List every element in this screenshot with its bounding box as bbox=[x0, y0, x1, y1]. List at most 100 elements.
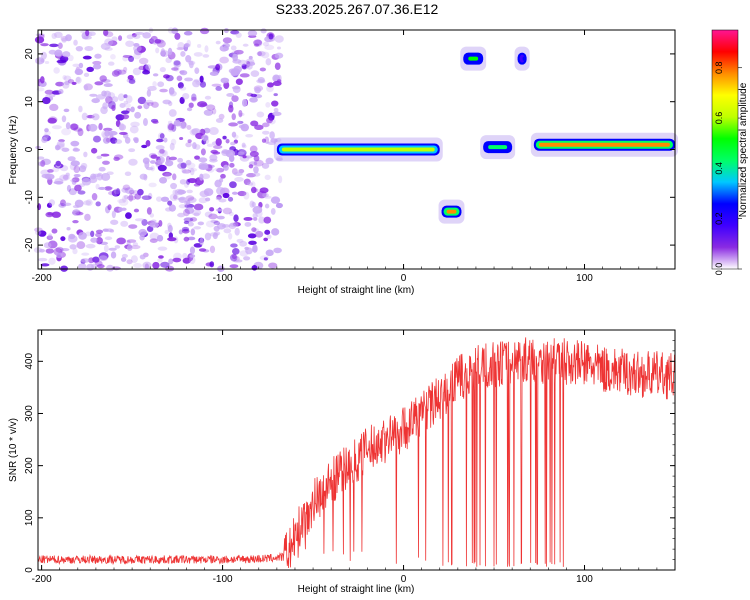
noise-speckle bbox=[70, 123, 80, 129]
noise-speckle bbox=[262, 122, 270, 128]
noise-speckle bbox=[181, 168, 187, 174]
noise-speckle bbox=[107, 130, 118, 136]
noise-speckle bbox=[278, 175, 283, 184]
colorbar-tick-label: 0.2 bbox=[714, 212, 724, 225]
noise-speckle bbox=[214, 167, 223, 172]
noise-speckle bbox=[51, 228, 58, 234]
noise-speckle bbox=[44, 128, 49, 133]
noise-speckle bbox=[94, 81, 104, 86]
noise-speckle bbox=[273, 137, 282, 143]
noise-speckle bbox=[170, 182, 178, 190]
noise-speckle bbox=[231, 131, 237, 138]
noise-speckle bbox=[56, 59, 67, 64]
noise-speckle bbox=[144, 161, 150, 169]
noise-speckle bbox=[81, 177, 92, 186]
noise-speckle bbox=[263, 237, 269, 242]
noise-speckle bbox=[263, 257, 268, 261]
noise-speckle bbox=[241, 98, 248, 107]
noise-speckle bbox=[273, 107, 279, 113]
noise-speckle bbox=[230, 45, 237, 51]
noise-speckle bbox=[276, 155, 283, 161]
noise-speckle bbox=[245, 133, 254, 138]
noise-speckle bbox=[243, 191, 250, 200]
noise-speckle bbox=[39, 248, 45, 253]
noise-speckle bbox=[134, 218, 145, 222]
noise-speckle bbox=[264, 203, 270, 209]
noise-speckle bbox=[252, 244, 258, 252]
upper-blob-2-inner bbox=[519, 54, 525, 63]
noise-speckle bbox=[120, 110, 130, 115]
noise-speckle bbox=[176, 75, 183, 82]
noise-speckle bbox=[85, 243, 96, 249]
noise-speckle bbox=[256, 111, 265, 118]
colorbar-tick-label: 0.0 bbox=[714, 263, 724, 276]
noise-speckle bbox=[70, 140, 80, 147]
noise-speckle bbox=[244, 246, 250, 251]
noise-speckle bbox=[151, 101, 159, 108]
noise-speckle bbox=[264, 136, 270, 144]
noise-speckle bbox=[128, 78, 136, 85]
noise-speckle bbox=[75, 45, 84, 52]
noise-speckle bbox=[201, 173, 211, 180]
noise-speckle bbox=[40, 76, 45, 84]
noise-speckle bbox=[48, 49, 57, 55]
noise-speckle bbox=[98, 122, 103, 131]
noise-speckle bbox=[86, 66, 94, 72]
noise-speckle bbox=[273, 247, 282, 254]
spectrogram-x-label: Height of straight line (km) bbox=[298, 285, 415, 296]
noise-speckle bbox=[193, 203, 204, 211]
noise-speckle bbox=[218, 113, 225, 120]
noise-speckle bbox=[74, 199, 84, 208]
noise-speckle bbox=[228, 104, 234, 113]
noise-speckle bbox=[80, 162, 88, 170]
noise-speckle bbox=[114, 245, 121, 249]
noise-speckle bbox=[91, 147, 98, 154]
figure-title: S233.2025.267.07.36.E12 bbox=[276, 1, 439, 17]
noise-speckle bbox=[149, 238, 158, 243]
noise-speckle bbox=[74, 68, 84, 76]
noise-speckle bbox=[72, 211, 80, 215]
noise-speckle bbox=[106, 264, 114, 272]
noise-speckle bbox=[210, 219, 219, 223]
spectrogram-x-tick-label: 100 bbox=[576, 273, 593, 284]
noise-speckle bbox=[216, 187, 226, 195]
spectrogram-y-tick-label: -10 bbox=[24, 190, 35, 205]
noise-speckle bbox=[177, 82, 184, 89]
noise-speckle bbox=[125, 95, 133, 104]
spectrogram-x-tick-label: 0 bbox=[401, 273, 407, 284]
noise-speckle bbox=[54, 144, 61, 151]
noise-speckle bbox=[215, 196, 222, 201]
noise-speckle bbox=[116, 237, 126, 245]
noise-speckle bbox=[152, 73, 159, 77]
noise-speckle bbox=[250, 93, 258, 98]
noise-speckle bbox=[266, 117, 273, 124]
noise-speckle bbox=[262, 41, 270, 47]
noise-speckle bbox=[61, 147, 70, 152]
noise-speckle bbox=[203, 109, 214, 116]
noise-speckle bbox=[231, 248, 240, 255]
noise-speckle bbox=[253, 43, 260, 47]
noise-speckle bbox=[178, 196, 187, 203]
noise-speckle bbox=[142, 261, 152, 269]
noise-speckle bbox=[260, 28, 267, 34]
noise-speckle bbox=[211, 83, 222, 87]
noise-speckle bbox=[168, 258, 174, 265]
noise-speckle bbox=[57, 42, 63, 49]
noise-speckle bbox=[76, 241, 86, 250]
noise-speckle bbox=[103, 83, 113, 88]
noise-speckle bbox=[130, 255, 138, 264]
noise-speckle bbox=[83, 151, 88, 158]
noise-speckle bbox=[223, 27, 229, 34]
noise-speckle bbox=[228, 211, 234, 216]
noise-speckle bbox=[212, 232, 218, 240]
noise-speckle bbox=[234, 227, 240, 236]
noise-speckle bbox=[62, 51, 71, 58]
noise-speckle bbox=[73, 173, 81, 178]
noise-speckle bbox=[90, 173, 97, 180]
noise-speckle bbox=[189, 246, 196, 255]
noise-speckle bbox=[64, 80, 70, 86]
noise-speckle bbox=[67, 79, 75, 84]
noise-speckle bbox=[169, 142, 175, 151]
